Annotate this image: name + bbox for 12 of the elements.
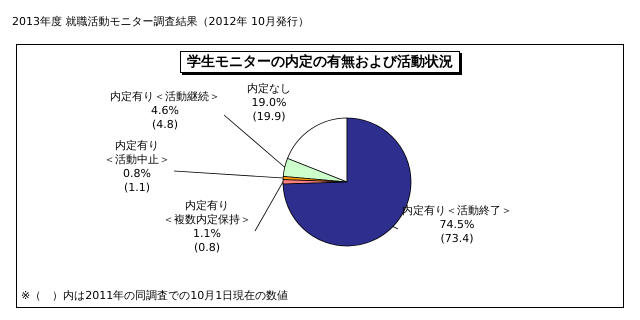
chart-title: 学生モニターの内定の有無および活動状況 bbox=[180, 51, 460, 73]
slice-label: 内定なし bbox=[247, 82, 291, 95]
slice-label: 内定有り＜複数内定保持＞ bbox=[163, 199, 251, 226]
slice-label: 内定有り＜活動継続＞ bbox=[110, 90, 220, 103]
data-label: 74.5% (73.4) bbox=[440, 218, 474, 245]
text: ※（ ）内は2011年の同調査での10月1日現在の数値 bbox=[21, 288, 288, 303]
data-label: 0.8% (1.1) bbox=[123, 167, 151, 194]
data-label: 1.1% (0.8) bbox=[193, 227, 221, 254]
chart-subtitle: 2013年度 就職活動モニター調査結果（2012年 10月発行） bbox=[12, 14, 309, 29]
data-label: 19.0% (19.9) bbox=[252, 96, 286, 123]
data-label: 4.6% (4.8) bbox=[151, 104, 179, 131]
slice-label: 内定有り＜活動中止＞ bbox=[104, 139, 170, 166]
